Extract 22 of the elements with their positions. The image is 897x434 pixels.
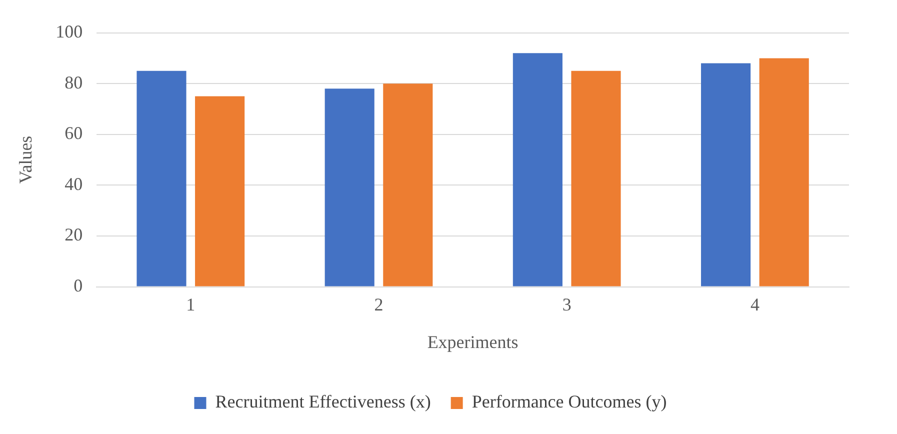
bar [195,96,245,286]
x-axis-title: Experiments [427,332,518,352]
y-tick-label: 80 [64,72,83,92]
y-tick-label: 20 [64,224,83,245]
y-tick-label: 60 [64,123,83,144]
bar [136,70,186,286]
bar [571,70,621,286]
x-tick-label: 2 [374,294,384,314]
legend-label: Performance Outcomes (y) [472,392,667,412]
bar [512,53,562,286]
x-tick-label: 4 [750,294,760,314]
bar [759,58,809,286]
y-tick-label: 100 [56,22,83,42]
y-tick-label: 40 [64,174,83,194]
y-axis-title: Values [16,136,36,184]
bar [701,63,751,286]
bar [324,88,374,286]
x-tick-label: 1 [186,294,196,314]
y-tick-label: 0 [74,276,83,296]
x-tick-label: 3 [562,294,572,314]
legend-label: Recruitment Effectiveness (x) [215,392,431,412]
bar [383,84,433,286]
